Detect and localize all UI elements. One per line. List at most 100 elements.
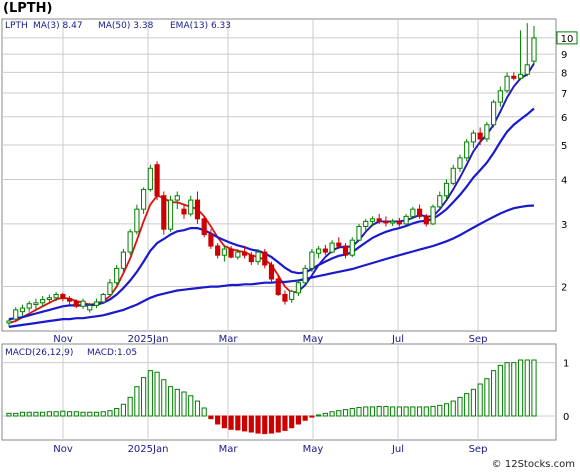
macd-bar xyxy=(517,359,524,417)
macd-bar xyxy=(524,359,530,417)
macd-bar xyxy=(147,370,153,417)
candle-body xyxy=(215,245,221,256)
candle-body xyxy=(248,254,254,263)
candle-body xyxy=(430,206,436,225)
candle-body xyxy=(349,239,355,256)
macd-bar xyxy=(6,412,12,417)
macd-bar xyxy=(93,411,100,417)
candle-body xyxy=(80,300,86,307)
candle-body xyxy=(369,218,376,222)
macd-legend-value: MACD:1.05 xyxy=(87,348,137,358)
macd-bar xyxy=(329,411,335,417)
macd-bar xyxy=(13,412,19,417)
candle-body xyxy=(457,157,463,169)
macd-bar xyxy=(107,410,113,417)
macd-bar xyxy=(349,408,355,417)
macd-bar xyxy=(201,407,207,417)
candle-body xyxy=(188,199,194,215)
price-x-tick-label: Sep xyxy=(469,334,488,345)
price-tick-label: 5 xyxy=(561,141,567,152)
candle-body xyxy=(289,290,295,300)
candle-body xyxy=(336,242,342,247)
candle-body xyxy=(410,208,416,217)
macd-tick-label: 1 xyxy=(563,359,569,370)
candle-body xyxy=(228,248,234,258)
candle-body xyxy=(181,208,187,215)
macd-bar xyxy=(174,388,180,417)
price-x-tick-label: May xyxy=(303,334,324,345)
macd-bar xyxy=(470,388,477,417)
macd-bar xyxy=(66,411,73,417)
macd-bar xyxy=(40,411,46,417)
candle-body xyxy=(423,215,429,225)
candle-body xyxy=(33,302,39,306)
macd-bar xyxy=(531,359,537,417)
candle-body xyxy=(87,304,93,311)
candle-body xyxy=(316,248,322,254)
candle-body xyxy=(73,300,79,307)
macd-bars xyxy=(6,359,537,435)
candle-body xyxy=(141,188,147,210)
macd-x-tick-label: Nov xyxy=(53,444,73,455)
macd-bar xyxy=(450,400,456,417)
macd-bar xyxy=(188,395,194,417)
candle-body xyxy=(464,141,470,159)
macd-bar xyxy=(443,403,450,417)
macd-bar xyxy=(134,386,140,417)
candle-body xyxy=(46,297,52,300)
macd-x-tick-label: Jul xyxy=(391,444,404,455)
candle-body xyxy=(114,267,120,284)
macd-bar xyxy=(221,415,227,429)
price-tick-label: 7 xyxy=(561,89,567,100)
macd-bar xyxy=(295,415,302,425)
footer-credit: © 12Stocks.com xyxy=(492,459,575,470)
price-x-tick-label: 2025Jan xyxy=(128,334,169,345)
macd-bar xyxy=(255,415,261,434)
macd-axis: 01 xyxy=(563,359,569,423)
candle-body xyxy=(161,195,167,230)
macd-bar xyxy=(208,415,214,420)
macd-bar xyxy=(181,391,187,417)
candle-body xyxy=(275,278,281,295)
price-grid xyxy=(2,19,556,331)
last-price-text: 10 xyxy=(561,34,574,45)
candle-body xyxy=(342,245,349,256)
macd-bar xyxy=(477,383,483,417)
macd-bar xyxy=(342,409,349,417)
macd-bar xyxy=(248,415,254,433)
price-legend: LPTH MA(3) 8.47 MA(50) 3.38 EMA(13) 6.33 xyxy=(5,21,231,31)
chart-title: (LPTH) xyxy=(3,1,52,16)
candle-body xyxy=(127,231,133,253)
macd-bar xyxy=(53,411,59,417)
candle-body xyxy=(309,251,315,269)
macd-bar xyxy=(60,410,66,417)
candle-body xyxy=(60,293,66,300)
price-tick-label: 6 xyxy=(561,113,567,124)
legend-ma3: MA(3) 8.47 xyxy=(33,21,83,31)
candle-body xyxy=(255,251,261,263)
price-tick-label: 8 xyxy=(561,68,567,79)
candle-body xyxy=(201,218,207,236)
last-price-box xyxy=(556,31,578,45)
candle-body xyxy=(403,215,409,225)
candle-body xyxy=(66,298,73,302)
candle-body xyxy=(134,208,140,233)
legend-ma50: MA(50) 3.38 xyxy=(98,21,154,31)
price-tick-label: 2 xyxy=(561,283,567,294)
macd-bar xyxy=(275,415,281,433)
candle-body xyxy=(40,298,46,304)
macd-bar xyxy=(396,406,402,417)
last-price-label: 10 xyxy=(556,31,578,45)
macd-bar xyxy=(383,405,389,417)
candle-body xyxy=(13,309,19,320)
macd-x-axis: Nov 2025Jan Mar May Jul Sep xyxy=(53,444,487,455)
candle-body xyxy=(26,303,32,309)
candle-body xyxy=(443,182,450,197)
candle-body xyxy=(531,37,537,62)
candle-body xyxy=(477,132,483,140)
macd-bar xyxy=(154,371,160,417)
macd-bar xyxy=(457,396,463,417)
macd-bar xyxy=(356,406,362,417)
price-x-tick-label: Nov xyxy=(53,334,73,345)
